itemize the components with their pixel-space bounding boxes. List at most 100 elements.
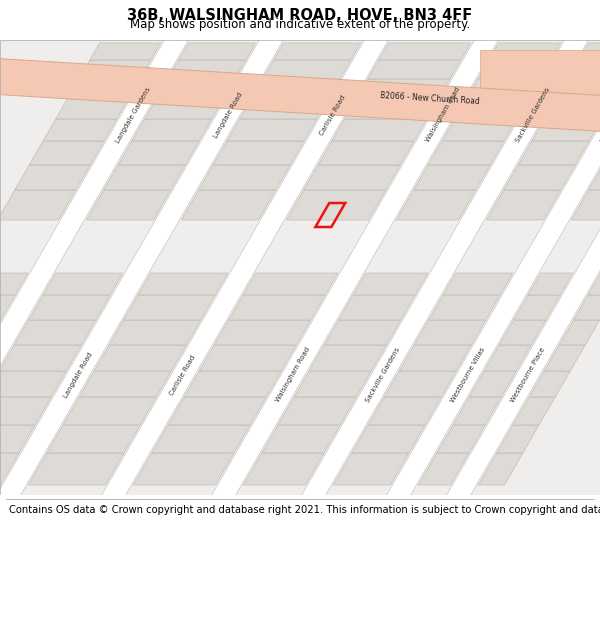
Text: Map shows position and indicative extent of the property.: Map shows position and indicative extent…	[130, 18, 470, 31]
Polygon shape	[252, 79, 340, 98]
Polygon shape	[0, 425, 35, 453]
Polygon shape	[14, 320, 95, 345]
Polygon shape	[43, 119, 117, 141]
Polygon shape	[263, 60, 351, 79]
Polygon shape	[199, 165, 290, 190]
Polygon shape	[240, 98, 329, 119]
Polygon shape	[86, 190, 171, 220]
Polygon shape	[589, 165, 600, 190]
Polygon shape	[28, 453, 124, 485]
Polygon shape	[414, 320, 485, 345]
Polygon shape	[15, 165, 90, 190]
Polygon shape	[428, 141, 504, 165]
Polygon shape	[588, 273, 600, 295]
Polygon shape	[29, 141, 104, 165]
Polygon shape	[497, 425, 539, 453]
Polygon shape	[399, 345, 471, 371]
Polygon shape	[353, 273, 428, 295]
Polygon shape	[0, 58, 600, 132]
Polygon shape	[574, 295, 600, 320]
Polygon shape	[278, 397, 356, 425]
Polygon shape	[214, 320, 311, 345]
Text: Carlisle Road: Carlisle Road	[169, 354, 197, 396]
Polygon shape	[133, 453, 234, 485]
Polygon shape	[441, 30, 600, 505]
Polygon shape	[181, 190, 276, 220]
Polygon shape	[90, 43, 161, 60]
Polygon shape	[532, 119, 600, 141]
Polygon shape	[227, 119, 317, 141]
Polygon shape	[179, 43, 256, 60]
Polygon shape	[0, 371, 66, 397]
Polygon shape	[489, 43, 560, 60]
Polygon shape	[244, 453, 324, 485]
Polygon shape	[294, 371, 371, 397]
Polygon shape	[262, 425, 340, 453]
Polygon shape	[0, 273, 28, 295]
Polygon shape	[478, 60, 551, 79]
Polygon shape	[79, 371, 171, 397]
Text: Sackville Gardens: Sackville Gardens	[365, 346, 401, 404]
Polygon shape	[0, 320, 1, 345]
Polygon shape	[0, 30, 289, 505]
Polygon shape	[487, 190, 561, 220]
Polygon shape	[332, 119, 427, 141]
Text: Walsingham Road: Walsingham Road	[425, 87, 461, 143]
Polygon shape	[504, 165, 575, 190]
Polygon shape	[368, 397, 441, 425]
Polygon shape	[124, 295, 215, 320]
Polygon shape	[428, 295, 500, 320]
Polygon shape	[414, 165, 490, 190]
Text: Westbourne Villas: Westbourne Villas	[450, 346, 486, 404]
Polygon shape	[94, 345, 186, 371]
Text: Walsingham Road: Walsingham Road	[275, 347, 311, 403]
Text: Carlisle Road: Carlisle Road	[319, 94, 347, 136]
Polygon shape	[79, 60, 151, 79]
Polygon shape	[318, 141, 414, 165]
Polygon shape	[0, 453, 19, 485]
Polygon shape	[274, 43, 361, 60]
Polygon shape	[568, 60, 600, 79]
Text: B2066 - New Church Road: B2066 - New Church Road	[380, 91, 480, 106]
Polygon shape	[557, 79, 600, 98]
Polygon shape	[243, 273, 338, 295]
Polygon shape	[0, 190, 76, 220]
Polygon shape	[145, 98, 224, 119]
Text: Contains OS data © Crown copyright and database right 2021. This information is : Contains OS data © Crown copyright and d…	[9, 506, 600, 516]
Polygon shape	[514, 295, 560, 320]
Polygon shape	[455, 98, 529, 119]
Polygon shape	[357, 79, 450, 98]
Polygon shape	[513, 397, 555, 425]
Polygon shape	[118, 141, 199, 165]
Polygon shape	[63, 397, 156, 425]
Polygon shape	[518, 141, 589, 165]
Polygon shape	[499, 320, 545, 345]
Polygon shape	[443, 273, 513, 295]
Text: 36B, WALSINGHAM ROAD, HOVE, BN3 4FF: 36B, WALSINGHAM ROAD, HOVE, BN3 4FF	[127, 8, 473, 23]
Polygon shape	[286, 190, 386, 220]
Polygon shape	[29, 295, 110, 320]
Polygon shape	[453, 397, 501, 425]
Polygon shape	[68, 79, 140, 98]
Polygon shape	[168, 397, 266, 425]
Polygon shape	[437, 425, 485, 453]
Polygon shape	[199, 345, 296, 371]
Text: Langdale Road: Langdale Road	[212, 91, 244, 139]
Polygon shape	[467, 79, 540, 98]
Polygon shape	[132, 119, 212, 141]
Polygon shape	[324, 320, 401, 345]
Polygon shape	[229, 295, 325, 320]
Polygon shape	[379, 43, 470, 60]
Polygon shape	[397, 190, 476, 220]
Polygon shape	[334, 453, 409, 485]
Polygon shape	[304, 165, 400, 190]
Polygon shape	[478, 453, 523, 485]
Polygon shape	[296, 30, 594, 505]
Polygon shape	[184, 371, 281, 397]
Polygon shape	[544, 345, 585, 371]
Polygon shape	[442, 119, 517, 141]
Polygon shape	[384, 371, 456, 397]
Polygon shape	[56, 98, 129, 119]
Polygon shape	[528, 273, 573, 295]
Polygon shape	[43, 273, 123, 295]
